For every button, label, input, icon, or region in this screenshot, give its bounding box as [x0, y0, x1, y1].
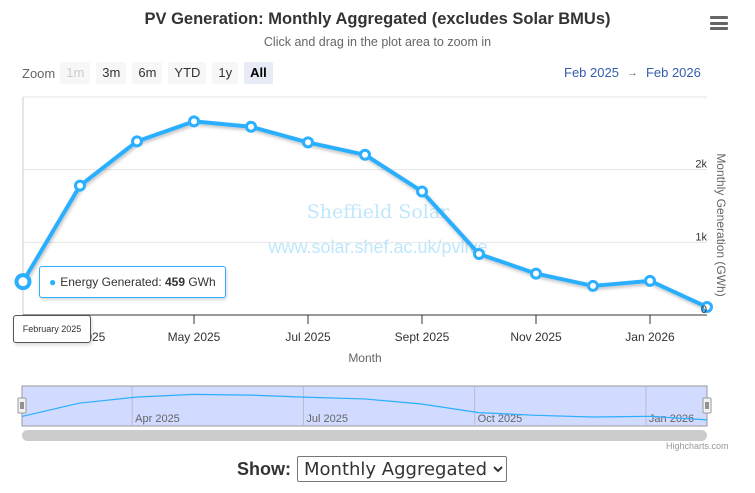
navigator-label: Apr 2025 [135, 413, 180, 425]
date-to-input[interactable]: Feb 2026 [645, 65, 701, 80]
zoom-ytd-button[interactable]: YTD [168, 62, 207, 84]
data-point [644, 274, 656, 287]
navigator-label: Jul 2025 [306, 413, 348, 425]
zoom-all-button[interactable]: All [244, 62, 273, 84]
y-axis-title: Monthly Generation (GWh) [714, 153, 728, 296]
data-point [14, 273, 32, 291]
y-tick-label: 0 [701, 304, 707, 316]
zoom-label: Zoom [22, 65, 56, 81]
data-point [530, 267, 542, 280]
navigator-series [21, 393, 708, 421]
navigator-label: Oct 2025 [478, 413, 523, 425]
show-select[interactable]: Monthly Aggregated [297, 456, 507, 482]
x-tick-label: Nov 2025 [510, 330, 562, 344]
zoom-1m-button[interactable]: 1m [60, 62, 91, 84]
data-point [245, 120, 257, 133]
x-tick-label: Jul 2025 [285, 330, 331, 344]
x-tick-label: Sept 2025 [395, 330, 450, 344]
data-point [701, 301, 713, 314]
x-tick-label: May 2025 [168, 330, 221, 344]
hamburger-menu-icon[interactable] [710, 16, 728, 32]
credits-link[interactable]: Highcharts.com [666, 441, 729, 451]
arrow-right-icon: → [626, 67, 638, 79]
range-selector: Zoom 1m 3m 6m YTD 1y All [22, 62, 279, 84]
data-point [302, 136, 314, 149]
data-point [416, 185, 428, 198]
tooltip: ● Energy Generated: 459 GWh [39, 266, 226, 298]
date-from-input[interactable]: Feb 2025 [564, 65, 619, 80]
scrollbar[interactable] [22, 430, 707, 441]
tooltip-value: 459 [164, 275, 186, 289]
x-axis-title: Month [348, 351, 381, 365]
zoom-1y-button[interactable]: 1y [212, 62, 239, 84]
date-range: Feb 2025 → Feb 2026 [564, 65, 701, 81]
data-point [188, 115, 200, 128]
series-dot-icon: ● [49, 275, 57, 289]
tooltip-unit: GWh [185, 275, 216, 289]
zoom-6m-button[interactable]: 6m [132, 62, 163, 84]
navigator-label: Jan 2026 [649, 413, 694, 425]
watermark-line2: www.solar.shef.ac.uk/pvlive [267, 237, 487, 257]
zoom-3m-button[interactable]: 3m [96, 62, 127, 84]
y-tick-label: 1k [695, 231, 707, 243]
navigator-handle-left[interactable] [17, 397, 27, 414]
navigator-mask [21, 385, 708, 427]
data-point [587, 279, 599, 292]
data-point [131, 135, 143, 148]
chart-title: PV Generation: Monthly Aggregated (exclu… [144, 10, 611, 28]
x-axis-crosshair-label: February 2025 [13, 315, 91, 343]
y-tick-label: 2k [695, 159, 707, 171]
x-tick-label: Jan 2026 [625, 330, 675, 344]
tooltip-series-name: Energy Generated: [60, 275, 165, 289]
show-label: Show: [237, 458, 291, 479]
navigator-handle-right[interactable] [702, 397, 712, 414]
chart-subtitle: Click and drag in the plot area to zoom … [263, 35, 492, 49]
data-point [359, 148, 371, 161]
watermark-line1: Sheffield Solar [307, 201, 450, 223]
data-point [473, 247, 485, 260]
data-point [74, 179, 86, 192]
show-control: Show: Monthly Aggregated [237, 456, 507, 482]
